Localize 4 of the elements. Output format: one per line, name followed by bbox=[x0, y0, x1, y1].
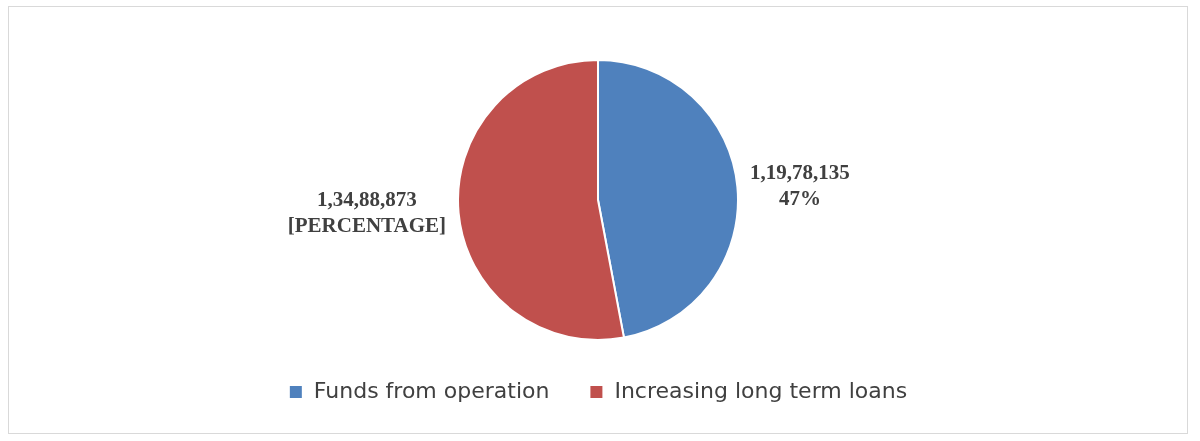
legend-label: Funds from operation bbox=[313, 377, 550, 403]
data-label: 1,34,88,873 [PERCENTAGE] bbox=[287, 187, 446, 238]
data-label: 1,19,78,135 47% bbox=[750, 159, 850, 210]
legend-label: Increasing long term loans bbox=[614, 377, 908, 403]
